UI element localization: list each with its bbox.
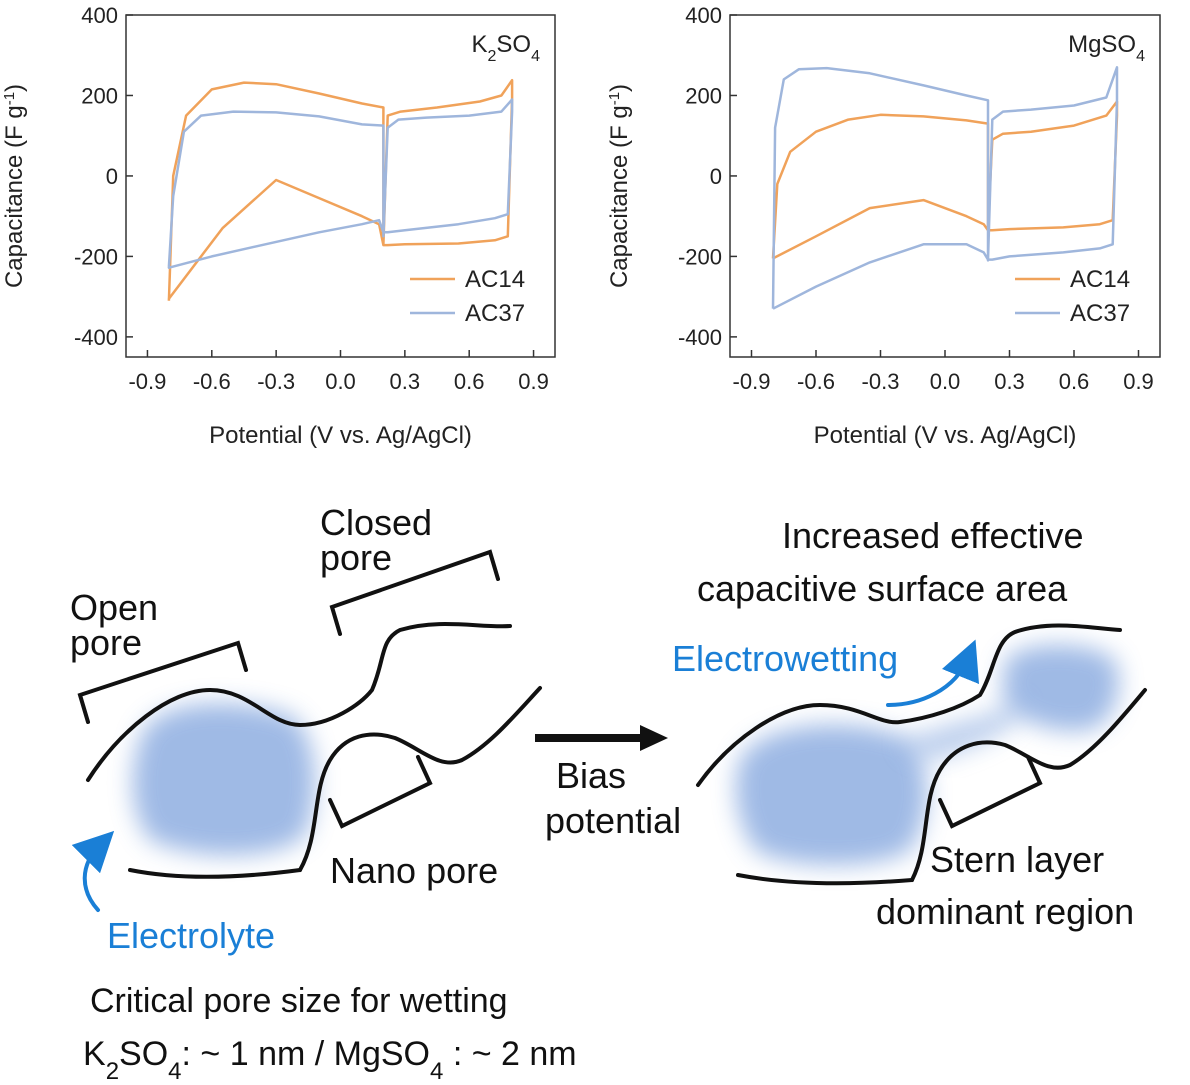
x-axis-label: Potential (V vs. Ag/AgCl) (209, 422, 472, 449)
legend-label: AC14 (465, 266, 525, 293)
note-so: SO (119, 1035, 168, 1073)
y-tick-label: -200 (678, 244, 722, 269)
x-tick-label: 0.0 (325, 369, 356, 394)
bias-label-line2: potential (545, 800, 681, 841)
y-tick-label: -400 (678, 325, 722, 350)
x-tick-label: -0.3 (862, 369, 900, 394)
x-tick-label: -0.9 (733, 369, 771, 394)
y-tick-label: 0 (710, 164, 722, 189)
pore-wall-left-top (86, 622, 512, 782)
x-axis-label: Potential (V vs. Ag/AgCl) (814, 422, 1077, 449)
pore-wall-right-top (696, 623, 1122, 787)
note-mid: : ~ 1 nm / MgSO (182, 1035, 430, 1073)
electrolyte-blob-right-upper (1002, 645, 1119, 731)
electrowetting-arrow (886, 639, 979, 707)
y-tick-label: 400 (685, 3, 722, 28)
x-tick-label: 0.9 (518, 369, 549, 394)
y-tick-label: 200 (685, 83, 722, 108)
cv-chart-mgso4: 400 200 0 -200 -400 -0.9 -0.6 -0.3 0.0 0.3 0.6 0.9 P… (606, 3, 1161, 449)
legend-label: AC37 (1070, 300, 1130, 327)
note-end: : ~ 2 nm (443, 1035, 576, 1073)
series-line-ac37 (771, 66, 1119, 310)
open-pore-label-line1: Open (70, 587, 158, 628)
bias-arrow-head (640, 725, 668, 751)
y-tick-label: 400 (81, 3, 118, 28)
closed-pore-label-line2: pore (320, 537, 392, 578)
note-sub-4a: 4 (168, 1058, 181, 1085)
x-tick-label: 0.6 (454, 369, 485, 394)
increased-label-line1: Increased effective (782, 515, 1084, 556)
electrolyte-arrow (71, 830, 115, 912)
note-sub-2: 2 (106, 1058, 119, 1085)
stern-label-line2: dominant region (876, 891, 1134, 932)
open-pore-bracket (77, 640, 248, 724)
electrowetting-label: Electrowetting (672, 638, 898, 679)
x-tick-label: 0.3 (390, 369, 421, 394)
x-tick-label: 0.6 (1059, 369, 1090, 394)
panel-label: K2SO4 (471, 31, 540, 65)
closed-pore-label-line1: Closed (320, 502, 432, 543)
y-tick-label: 200 (81, 83, 118, 108)
closed-pore-bracket (329, 549, 500, 636)
x-tick-label: -0.9 (128, 369, 166, 394)
stern-label-line1: Stern layer (930, 839, 1104, 880)
panel-label: MgSO4 (1068, 31, 1145, 65)
bias-label-line1: Bias (556, 755, 626, 796)
y-tick-label: -400 (74, 325, 118, 350)
pore-wall-left-inner (298, 686, 542, 872)
note-k: K (83, 1035, 106, 1073)
x-tick-label: 0.3 (994, 369, 1025, 394)
x-tick-label: -0.3 (257, 369, 295, 394)
electrolyte-blob-right-main (735, 724, 927, 865)
pore-wall-right-inner (910, 688, 1147, 882)
x-tick-label: 0.0 (930, 369, 961, 394)
series-line-ac37 (167, 98, 514, 269)
nano-pore-label: Nano pore (330, 850, 498, 891)
pore-wall-right-bottom (736, 873, 914, 886)
y-tick-label: -200 (74, 244, 118, 269)
legend-label: AC37 (465, 300, 525, 327)
cv-chart-k2so4: 400 200 0 -200 -400 -0.9 -0.6 -0.3 0.0 0.3 0.6 0.9 P… (1, 3, 556, 449)
x-tick-label: -0.6 (193, 369, 231, 394)
stern-layer-bracket (938, 755, 1043, 829)
electrolyte-blob-left (132, 703, 315, 856)
electrolyte-label: Electrolyte (107, 915, 275, 956)
note-sub-4b: 4 (430, 1058, 443, 1085)
legend-label: AC14 (1070, 266, 1130, 293)
electrolyte-blob-right-neck (900, 700, 1022, 760)
y-axis-label: Capacitance (F g-1) (606, 84, 634, 288)
series-line-ac14 (771, 100, 1119, 260)
increased-label-line2: capacitive surface area (697, 568, 1068, 609)
nano-pore-bracket (328, 755, 433, 829)
y-axis-label: Capacitance (F g-1) (1, 84, 29, 288)
open-pore-label-line2: pore (70, 622, 142, 663)
pore-wall-left-bottom (128, 868, 302, 879)
y-tick-label: 0 (106, 164, 118, 189)
critical-pore-note-line2: K2SO4: ~ 1 nm / MgSO4 : ~ 2 nm (83, 1035, 577, 1085)
x-tick-label: 0.9 (1123, 369, 1154, 394)
pore-diagram (71, 549, 1147, 912)
series-line-ac14 (167, 78, 514, 301)
critical-pore-note-line1: Critical pore size for wetting (90, 982, 508, 1020)
x-tick-label: -0.6 (797, 369, 835, 394)
